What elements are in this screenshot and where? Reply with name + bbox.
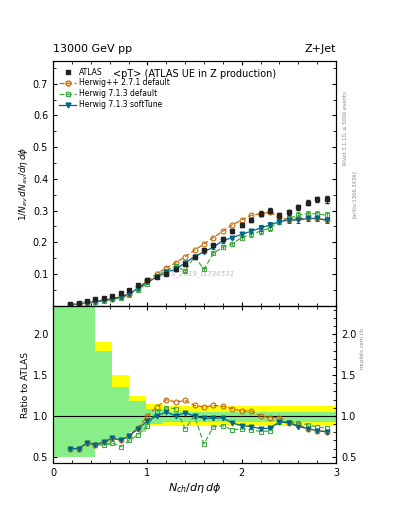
Text: Rivet 3.1.10, ≥ 500k events: Rivet 3.1.10, ≥ 500k events <box>343 91 348 165</box>
Y-axis label: $1/N_{ev}\,dN_{av}/d\eta\,d\phi$: $1/N_{ev}\,dN_{av}/d\eta\,d\phi$ <box>17 146 30 221</box>
Herwig++ 2.7.1 default <box>164 265 169 271</box>
Herwig++ 2.7.1 default <box>154 271 159 277</box>
Herwig++ 2.7.1 default <box>305 216 310 222</box>
Herwig++ 2.7.1 default <box>249 212 253 219</box>
Text: Z+Jet: Z+Jet <box>305 44 336 54</box>
Herwig++ 2.7.1 default <box>145 278 150 284</box>
Herwig++ 2.7.1 default <box>211 234 216 241</box>
Herwig++ 2.7.1 default <box>230 222 235 228</box>
Herwig++ 2.7.1 default <box>315 216 320 222</box>
Text: mcplots.cern.ch: mcplots.cern.ch <box>360 327 365 369</box>
Herwig++ 2.7.1 default <box>296 216 301 222</box>
Herwig++ 2.7.1 default <box>84 300 89 306</box>
Line: Herwig++ 2.7.1 default: Herwig++ 2.7.1 default <box>68 210 329 307</box>
Herwig++ 2.7.1 default <box>136 285 140 291</box>
Y-axis label: Ratio to ATLAS: Ratio to ATLAS <box>21 352 30 418</box>
X-axis label: $N_{ch}/d\eta\,d\phi$: $N_{ch}/d\eta\,d\phi$ <box>168 481 221 495</box>
Herwig++ 2.7.1 default <box>102 297 107 304</box>
Text: [arXiv:1306.3436]: [arXiv:1306.3436] <box>352 170 357 219</box>
Herwig++ 2.7.1 default <box>110 296 115 302</box>
Herwig++ 2.7.1 default <box>93 298 98 305</box>
Herwig++ 2.7.1 default <box>258 210 263 217</box>
Herwig++ 2.7.1 default <box>277 214 282 220</box>
Herwig++ 2.7.1 default <box>119 294 123 300</box>
Herwig++ 2.7.1 default <box>239 217 244 223</box>
Herwig++ 2.7.1 default <box>286 217 291 223</box>
Herwig++ 2.7.1 default <box>220 228 225 234</box>
Text: ATLAS_2019_I1736531: ATLAS_2019_I1736531 <box>154 271 235 278</box>
Text: <pT> (ATLAS UE in Z production): <pT> (ATLAS UE in Z production) <box>113 69 276 79</box>
Herwig++ 2.7.1 default <box>68 302 72 308</box>
Herwig++ 2.7.1 default <box>192 247 197 253</box>
Herwig++ 2.7.1 default <box>76 301 81 307</box>
Herwig++ 2.7.1 default <box>268 209 272 215</box>
Herwig++ 2.7.1 default <box>127 291 132 297</box>
Herwig++ 2.7.1 default <box>324 217 329 223</box>
Herwig++ 2.7.1 default <box>202 241 206 247</box>
Legend: ATLAS, Herwig++ 2.7.1 default, Herwig 7.1.3 default, Herwig 7.1.3 softTune: ATLAS, Herwig++ 2.7.1 default, Herwig 7.… <box>57 65 172 112</box>
Text: 13000 GeV pp: 13000 GeV pp <box>53 44 132 54</box>
Herwig++ 2.7.1 default <box>173 260 178 266</box>
Herwig++ 2.7.1 default <box>183 253 187 260</box>
